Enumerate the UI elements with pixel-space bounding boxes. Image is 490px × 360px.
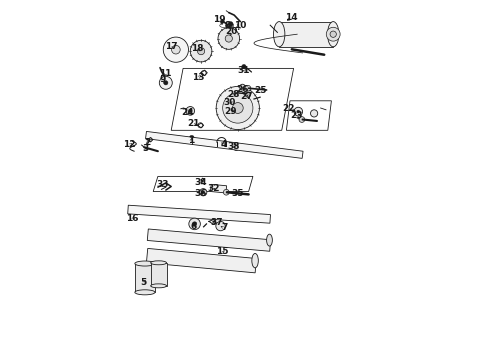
Text: 25: 25 — [254, 86, 267, 95]
Text: 17: 17 — [165, 42, 177, 51]
Circle shape — [201, 71, 206, 76]
Text: 18: 18 — [191, 44, 204, 53]
Circle shape — [193, 222, 197, 226]
Circle shape — [189, 135, 194, 140]
Text: 28: 28 — [227, 90, 240, 99]
Text: 3: 3 — [143, 144, 149, 153]
Text: 24: 24 — [181, 108, 194, 117]
Circle shape — [197, 48, 205, 55]
Circle shape — [202, 191, 205, 194]
Text: 20: 20 — [225, 27, 238, 36]
Text: 4: 4 — [220, 140, 226, 149]
Text: 6: 6 — [191, 222, 197, 231]
Circle shape — [163, 37, 189, 62]
Text: 5: 5 — [140, 278, 147, 287]
Circle shape — [220, 20, 224, 23]
Text: 33: 33 — [156, 180, 169, 189]
Text: 26: 26 — [236, 85, 249, 94]
Text: 9: 9 — [159, 75, 166, 84]
Circle shape — [189, 218, 200, 230]
Polygon shape — [211, 184, 226, 193]
Text: 12: 12 — [123, 140, 135, 149]
Circle shape — [326, 27, 340, 41]
Circle shape — [223, 189, 229, 195]
Ellipse shape — [327, 22, 339, 47]
Text: 14: 14 — [285, 13, 297, 22]
Circle shape — [311, 110, 318, 117]
Circle shape — [216, 86, 259, 130]
Ellipse shape — [135, 261, 155, 266]
Circle shape — [198, 123, 203, 128]
Circle shape — [240, 84, 245, 90]
Circle shape — [233, 145, 239, 150]
Text: 8: 8 — [225, 21, 231, 30]
Text: 36: 36 — [195, 189, 207, 198]
Circle shape — [297, 110, 300, 113]
Text: 13: 13 — [192, 73, 204, 82]
Circle shape — [222, 93, 253, 123]
Circle shape — [299, 117, 305, 122]
Polygon shape — [151, 263, 167, 286]
Polygon shape — [147, 248, 256, 273]
Text: 23: 23 — [290, 111, 302, 120]
Circle shape — [330, 31, 336, 37]
Ellipse shape — [252, 253, 258, 268]
Text: 34: 34 — [195, 178, 207, 187]
Text: 22: 22 — [282, 104, 294, 113]
Circle shape — [189, 109, 192, 113]
Text: 1: 1 — [188, 136, 194, 145]
Circle shape — [245, 92, 250, 97]
Text: 29: 29 — [224, 107, 237, 116]
Text: 37: 37 — [211, 217, 223, 227]
Circle shape — [186, 107, 195, 115]
Circle shape — [164, 81, 168, 85]
Ellipse shape — [151, 261, 167, 265]
Circle shape — [199, 189, 207, 196]
Circle shape — [172, 45, 180, 54]
Ellipse shape — [267, 234, 272, 246]
Text: 32: 32 — [208, 184, 220, 193]
Polygon shape — [279, 22, 333, 47]
Text: 19: 19 — [214, 15, 226, 24]
Text: 15: 15 — [217, 248, 229, 256]
Ellipse shape — [151, 284, 167, 288]
Text: 2: 2 — [144, 138, 150, 147]
Text: 27: 27 — [240, 92, 253, 101]
Polygon shape — [128, 205, 270, 223]
Text: 16: 16 — [126, 214, 139, 223]
Circle shape — [232, 103, 243, 113]
Text: 31: 31 — [238, 66, 250, 76]
Text: 21: 21 — [188, 119, 200, 128]
Circle shape — [190, 40, 212, 62]
Circle shape — [159, 76, 172, 89]
Polygon shape — [147, 229, 270, 251]
Circle shape — [216, 221, 225, 231]
Polygon shape — [135, 264, 155, 292]
Circle shape — [294, 107, 303, 116]
Circle shape — [245, 85, 251, 91]
Text: 30: 30 — [223, 99, 235, 108]
Text: 35: 35 — [232, 189, 244, 198]
Circle shape — [218, 28, 240, 49]
Polygon shape — [146, 131, 303, 158]
Circle shape — [228, 22, 233, 27]
Circle shape — [242, 64, 246, 69]
Text: 38: 38 — [227, 142, 240, 151]
Ellipse shape — [135, 290, 155, 295]
Text: 11: 11 — [159, 69, 171, 78]
Circle shape — [225, 35, 232, 42]
Text: 10: 10 — [234, 22, 246, 31]
Ellipse shape — [273, 22, 285, 47]
Text: 7: 7 — [221, 223, 228, 232]
